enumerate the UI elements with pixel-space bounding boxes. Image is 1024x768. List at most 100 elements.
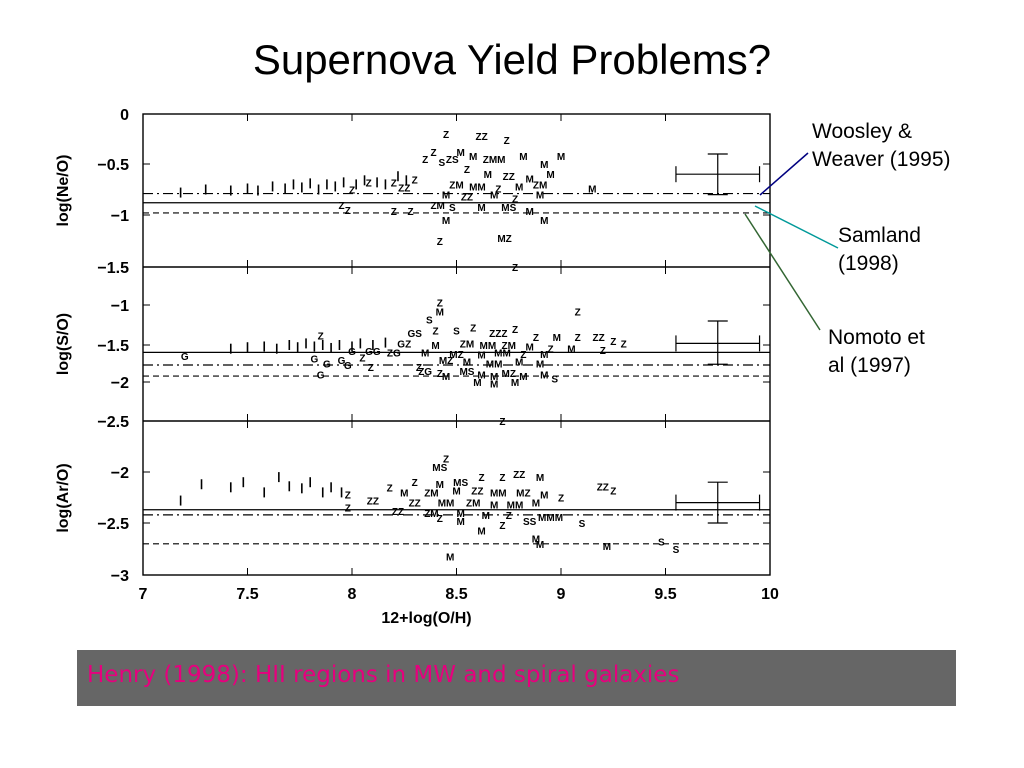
data-point: M bbox=[473, 378, 481, 389]
data-point: G bbox=[317, 371, 325, 382]
error-bar bbox=[675, 153, 761, 196]
data-point: G bbox=[181, 352, 189, 363]
data-point: Z bbox=[391, 207, 397, 218]
data-point: MZ bbox=[439, 356, 453, 367]
data-point: ZM bbox=[502, 341, 516, 352]
x-tick-label: 10 bbox=[761, 586, 779, 603]
data-point: M bbox=[557, 152, 565, 163]
data-point: M bbox=[463, 357, 471, 368]
data-point: G bbox=[344, 361, 352, 372]
data-point: Z bbox=[479, 473, 485, 484]
data-point: MS bbox=[453, 478, 468, 489]
data-point: M bbox=[442, 372, 450, 383]
data-point: GG bbox=[365, 347, 381, 358]
data-point: ZZ bbox=[475, 132, 487, 143]
data-point: Z bbox=[464, 165, 470, 176]
figure: 0 −0.5 −1 −1.5 log(Ne/O) Z Z ZZ Z Z S M ZS M ZMM M M M Z M Z… bbox=[52, 92, 790, 637]
data-point: G bbox=[310, 354, 318, 365]
data-point: ZMM bbox=[483, 155, 506, 166]
data-point: Z bbox=[338, 201, 344, 212]
data-point: M bbox=[457, 517, 465, 528]
data-point: ZZZ bbox=[489, 329, 507, 340]
y-tick-label: −3 bbox=[111, 568, 129, 585]
data-point: Z bbox=[345, 504, 351, 515]
data-point: Z bbox=[412, 175, 418, 186]
data-point: Z bbox=[318, 331, 324, 342]
data-point: M bbox=[540, 160, 548, 171]
data-point: MS bbox=[459, 367, 474, 378]
y-tick-label: −2 bbox=[111, 465, 129, 482]
y-tick-label: −2 bbox=[111, 375, 129, 392]
data-point: G bbox=[348, 347, 356, 358]
data-point: Z bbox=[575, 307, 581, 318]
data-point: M bbox=[477, 203, 485, 214]
data-point: Z bbox=[407, 207, 413, 218]
annotation-samland-line1: Samland bbox=[838, 224, 921, 247]
data-point: ZZ bbox=[513, 470, 525, 481]
data-point: ZZ bbox=[503, 172, 515, 183]
annotation-nomoto: Nomoto et al (1997) bbox=[828, 324, 925, 380]
data-point: Z bbox=[366, 178, 372, 189]
data-point: Z bbox=[499, 473, 505, 484]
data-point: Z bbox=[345, 490, 351, 501]
data-point: M bbox=[490, 191, 498, 202]
data-point: M bbox=[431, 341, 439, 352]
data-point: M bbox=[421, 348, 429, 359]
data-point: Z bbox=[433, 327, 439, 338]
data-point: Z bbox=[512, 325, 518, 336]
data-point: M bbox=[442, 191, 450, 202]
data-point: M bbox=[477, 371, 485, 382]
data-point: M bbox=[588, 184, 596, 195]
data-point: M bbox=[540, 216, 548, 227]
y-axis-label: log(Ne/O) bbox=[55, 155, 72, 227]
data-point: M bbox=[525, 342, 533, 353]
y-tick-label: −0.5 bbox=[97, 157, 129, 174]
data-point: Z bbox=[499, 417, 505, 428]
data-point: M bbox=[546, 170, 554, 181]
data-point: G bbox=[338, 356, 346, 367]
data-point: ZM bbox=[430, 201, 444, 212]
data-point: M bbox=[477, 526, 485, 537]
annotation-woosley: Woosley & Weaver (1995) bbox=[812, 118, 951, 174]
data-point: S bbox=[449, 203, 456, 214]
data-point: M bbox=[532, 499, 540, 510]
x-axis-label: 12+log(O/H) bbox=[381, 610, 471, 627]
data-point: ZZ bbox=[461, 193, 473, 204]
data-point: Z bbox=[443, 130, 449, 141]
data-point: M bbox=[469, 152, 477, 163]
data-point: ZM bbox=[460, 339, 474, 350]
y-tick-label: −2.5 bbox=[97, 516, 129, 533]
data-point: S bbox=[551, 374, 558, 385]
data-point: M bbox=[511, 378, 519, 389]
data-point: M bbox=[436, 480, 444, 491]
data-point: Z bbox=[495, 184, 501, 195]
data-point: Z bbox=[547, 345, 553, 356]
annotation-samland: Samland (1998) bbox=[838, 222, 921, 278]
data-point: Z bbox=[437, 237, 443, 248]
caption-text: Henry (1998): HII regions in MW and spir… bbox=[87, 662, 680, 688]
data-point: Z bbox=[368, 363, 374, 374]
data-point: Z bbox=[430, 148, 436, 159]
data-point: S bbox=[658, 538, 665, 549]
data-point: GZ bbox=[397, 339, 411, 350]
data-point: M bbox=[540, 350, 548, 361]
data-point: MM bbox=[480, 341, 497, 352]
data-point: GS bbox=[407, 329, 422, 340]
data-point: Z bbox=[437, 299, 443, 310]
y-tick-label: −2.5 bbox=[97, 414, 129, 431]
data-point: M bbox=[536, 191, 544, 202]
data-point: M bbox=[540, 490, 548, 501]
data-point: MS bbox=[501, 203, 516, 214]
data-point: SS bbox=[523, 517, 537, 528]
data-point: M bbox=[477, 351, 485, 362]
y-axis-label: log(S/O) bbox=[55, 313, 72, 375]
data-point: ZM bbox=[424, 488, 438, 499]
data-point: ZS bbox=[446, 155, 459, 166]
data-point: Z bbox=[437, 369, 443, 380]
annotation-woosley-line1: Woosley & bbox=[812, 120, 912, 143]
data-point: ZZ bbox=[597, 482, 609, 493]
x-tick-label: 8.5 bbox=[445, 586, 467, 603]
data-point: ZM bbox=[424, 509, 438, 520]
slide-title: Supernova Yield Problems? bbox=[252, 36, 772, 83]
